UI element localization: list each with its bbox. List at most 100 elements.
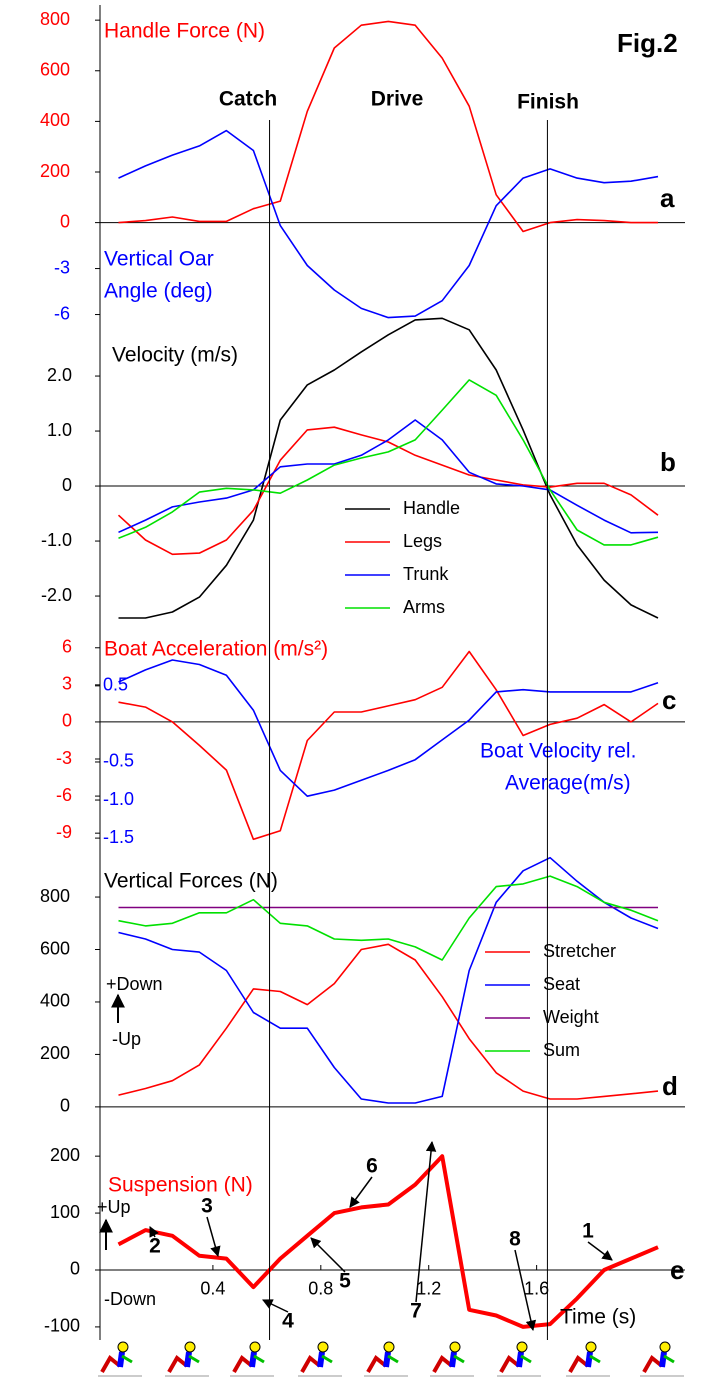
y-tick-label: 0.5: [103, 675, 128, 695]
y-tick-label: 600: [40, 60, 70, 80]
panel-letter: e: [670, 1255, 684, 1285]
y-tick-label: 0: [60, 1096, 70, 1116]
panel-title: Suspension (N): [108, 1174, 253, 1197]
event-label: Finish: [517, 91, 579, 114]
panel-letter: b: [660, 447, 676, 477]
legend-label: Sum: [543, 1040, 580, 1060]
panel-letter: c: [662, 685, 676, 715]
series-line: [118, 20, 658, 233]
y-tick-label: 800: [40, 9, 70, 29]
y-tick-label: 400: [40, 991, 70, 1011]
series-line: [118, 659, 659, 797]
y-tick-label: -3: [54, 257, 70, 277]
rower-icon: [165, 1342, 209, 1376]
series-line: [118, 943, 659, 1100]
annotation-arrow: [415, 1140, 437, 1303]
annotation-arrow: [587, 1241, 613, 1261]
y-tick-label: 200: [50, 1145, 80, 1165]
y2-axis-label: Boat Velocity rel.: [480, 740, 636, 763]
rower-icon: [566, 1342, 610, 1376]
annotation-label: 2: [149, 1235, 161, 1258]
y-tick-label: 2.0: [47, 365, 72, 385]
panel-title: Vertical Forces (N): [104, 870, 278, 893]
rower-icon: [430, 1342, 474, 1376]
y-tick-label: 3: [62, 674, 72, 694]
x-tick-label: 0.8: [308, 1279, 333, 1299]
annotation-label: 4: [282, 1310, 294, 1333]
series-line: [118, 856, 659, 1104]
series-line: [117, 1154, 659, 1329]
series-line: [118, 650, 659, 841]
y2-axis-label: Angle (deg): [104, 280, 213, 303]
legend-label: Legs: [403, 531, 442, 551]
direction-label: -Up: [112, 1029, 141, 1049]
annotation-arrow: [514, 1249, 537, 1332]
y-tick-label: -1.0: [41, 530, 72, 550]
y-tick-label: 400: [40, 110, 70, 130]
y-tick-label: 800: [40, 886, 70, 906]
series-line: [118, 129, 659, 319]
y-tick-label: -0.5: [103, 751, 134, 771]
y-tick-label: 0: [70, 1259, 80, 1279]
figure-label: Fig.2: [617, 28, 678, 58]
annotation-label: 6: [366, 1155, 378, 1178]
y-tick-label: 6: [62, 637, 72, 657]
annotation-arrow: [206, 1216, 221, 1258]
rower-icon: [98, 1342, 142, 1376]
y-tick-label: -6: [56, 785, 72, 805]
y2-axis-label: Average(m/s): [505, 772, 631, 795]
y-tick-label: -1.5: [103, 827, 134, 847]
panel-title: Handle Force (N): [104, 20, 265, 43]
series-line: [118, 317, 659, 619]
annotation-arrow: [149, 1226, 159, 1238]
rower-icon: [298, 1342, 342, 1376]
direction-label: +Down: [106, 974, 163, 994]
panel-letter: d: [662, 1071, 678, 1101]
annotation-label: 5: [339, 1270, 351, 1293]
annotation-label: 7: [410, 1300, 422, 1323]
y2-axis-label: Vertical Oar: [104, 248, 214, 271]
panel-title: Boat Acceleration (m/s²): [104, 638, 328, 661]
direction-label: +Up: [97, 1197, 131, 1217]
y-tick-label: -100: [44, 1316, 80, 1336]
y-tick-label: -1.0: [103, 789, 134, 809]
x-tick-label: 0.4: [200, 1279, 225, 1299]
event-label: Catch: [219, 88, 277, 111]
y-tick-label: -6: [54, 303, 70, 323]
series-line: [118, 419, 659, 534]
series-line: [117, 426, 659, 556]
panel-title: Velocity (m/s): [112, 344, 238, 367]
series-line: [118, 875, 659, 961]
series-line: [118, 379, 659, 546]
panel-letter: a: [660, 183, 675, 213]
rower-icon: [230, 1342, 274, 1376]
annotation-label: 1: [582, 1220, 594, 1243]
legend-label: Arms: [403, 597, 445, 617]
x-axis-label: Time (s): [560, 1306, 636, 1329]
y-tick-label: 0: [62, 711, 72, 731]
y-tick-label: 200: [40, 161, 70, 181]
x-tick-label: 1.6: [524, 1279, 549, 1299]
legend-label: Handle: [403, 498, 460, 518]
rower-icon: [364, 1342, 408, 1376]
rower-icon: [640, 1342, 684, 1376]
y-tick-label: 1.0: [47, 420, 72, 440]
y-tick-label: 0: [60, 211, 70, 231]
y-tick-label: 600: [40, 938, 70, 958]
y-tick-label: -3: [56, 748, 72, 768]
annotation-label: 3: [201, 1195, 213, 1218]
y-tick-label: 200: [40, 1043, 70, 1063]
legend-label: Weight: [543, 1007, 599, 1027]
y-tick-label: -9: [56, 822, 72, 842]
annotation-label: 8: [509, 1228, 521, 1251]
y-tick-label: 100: [50, 1202, 80, 1222]
y-tick-label: -2.0: [41, 585, 72, 605]
legend-label: Stretcher: [543, 941, 616, 961]
legend-label: Trunk: [403, 564, 449, 584]
phase-label: Drive: [371, 88, 424, 111]
annotation-arrow: [349, 1176, 373, 1208]
direction-label: -Down: [104, 1289, 156, 1309]
rower-icon: [497, 1342, 541, 1376]
